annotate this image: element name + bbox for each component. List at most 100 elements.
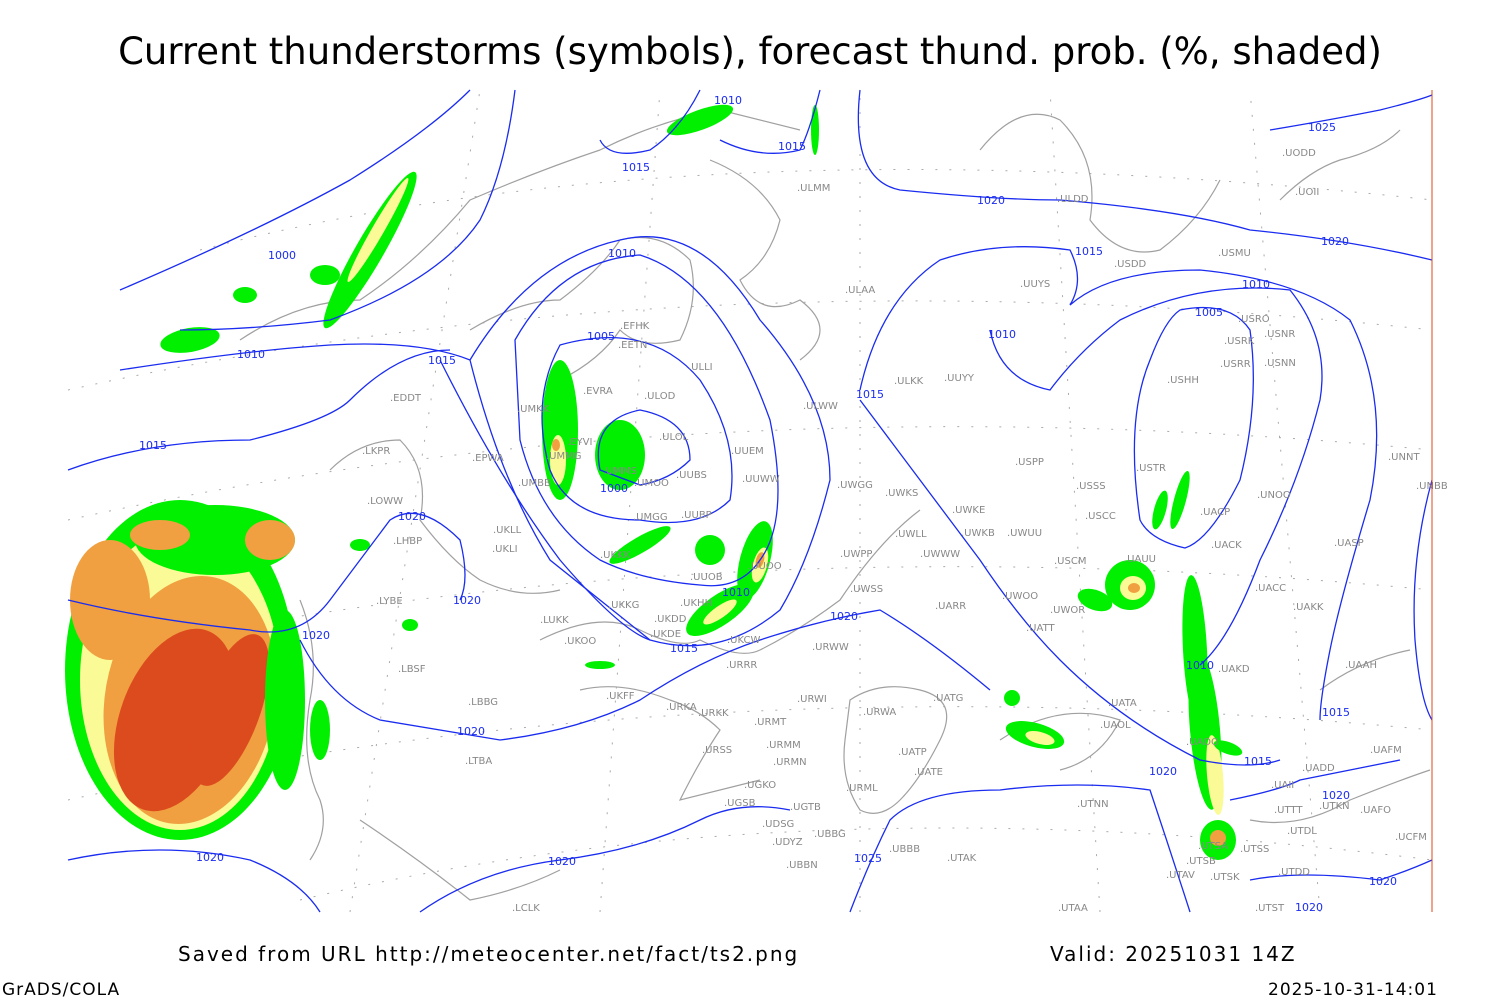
- station-label: .UTAK: [947, 853, 977, 864]
- station-label: .UUBP: [681, 510, 712, 521]
- station-label: .LBBG: [468, 697, 498, 708]
- probability-area: [703, 599, 737, 625]
- probability-area: [1004, 690, 1020, 706]
- station-label: .UGKO: [744, 780, 776, 791]
- station-label: .USRO: [1238, 314, 1270, 325]
- station-label: .UKFF: [606, 691, 635, 702]
- isobar-label: 1010: [608, 247, 636, 260]
- station-label: .UBBG: [814, 829, 846, 840]
- isobar-label: 1015: [1322, 706, 1350, 719]
- station-label: .EVRA: [583, 386, 613, 397]
- isobar-label: 1020: [977, 194, 1005, 207]
- station-label: .ULWW: [803, 401, 838, 412]
- station-label: .UKCW: [727, 635, 760, 646]
- station-label: .UKOO: [564, 636, 596, 647]
- isobar-label: 1005: [1195, 306, 1223, 319]
- station-label: .UTAA: [1058, 903, 1088, 914]
- isobar-label: 1015: [778, 140, 806, 153]
- isobar-label: 1015: [139, 439, 167, 452]
- station-label: .UBBN: [786, 860, 818, 871]
- probability-area: [585, 661, 615, 669]
- isobar-label: 1020: [398, 510, 426, 523]
- station-label: .USCC: [1085, 511, 1116, 522]
- station-label: .LTBA: [465, 756, 492, 767]
- isobar-label: 1020: [196, 851, 224, 864]
- station-label: .UWKS: [885, 488, 918, 499]
- isobar-label: 1015: [622, 161, 650, 174]
- station-label: .UCFM: [1395, 832, 1427, 843]
- station-label: .UUYY: [944, 373, 975, 384]
- station-label: .USHH: [1167, 375, 1199, 386]
- station-label: .UWKB: [961, 528, 995, 539]
- station-label: .URWA: [863, 707, 896, 718]
- station-label: .EYVI: [567, 437, 592, 448]
- station-label: .ULDD: [1057, 194, 1089, 205]
- station-label: .UWWW: [920, 549, 960, 560]
- station-label: .UTSA: [1198, 841, 1228, 852]
- station-label: .UMBB: [518, 478, 551, 489]
- station-label: .ULKK: [894, 376, 924, 387]
- valid-time-text: Valid: 20251031 14Z: [1050, 942, 1297, 966]
- isobar-label: 1010: [722, 586, 750, 599]
- station-label: .URWI: [797, 694, 827, 705]
- station-label: .UKHH: [680, 598, 712, 609]
- isobar-label: 1005: [587, 330, 615, 343]
- station-labels: .EDDT .EPWA .LKPR .LOWW .LHBP .LYBE .LBSF .LBBG…: [362, 148, 1448, 914]
- station-label: .UKLL: [493, 525, 522, 536]
- isobar-labels: 1010 1015 1015 1000 1010 1015 1015 1010 1005 1000…: [139, 94, 1397, 914]
- station-label: .USNR: [1264, 329, 1295, 340]
- probability-area: [130, 520, 190, 550]
- station-label: .LKPR: [362, 446, 390, 457]
- station-label: .UWUU: [1007, 528, 1042, 539]
- station-label: .USNN: [1264, 358, 1296, 369]
- station-label: .LHBP: [393, 536, 422, 547]
- station-label: .UNNT: [1388, 452, 1420, 463]
- isobar-label: 1010: [1186, 659, 1214, 672]
- station-label: .ULMM: [797, 183, 830, 194]
- probability-area: [233, 287, 257, 303]
- probability-area: [811, 105, 819, 155]
- isobar-label: 1015: [1075, 245, 1103, 258]
- station-label: .UBBB: [889, 844, 920, 855]
- station-label: .LYBE: [376, 596, 403, 607]
- station-label: .EETN: [618, 340, 647, 351]
- station-label: .URMM: [766, 740, 801, 751]
- station-label: .URSS: [702, 745, 732, 756]
- station-label: .USRK: [1224, 336, 1255, 347]
- station-label: .UATE: [914, 767, 943, 778]
- station-label: .UACP: [1200, 507, 1230, 518]
- probability-area: [310, 265, 340, 285]
- station-label: .EDDT: [390, 393, 422, 404]
- station-label: .UTNN: [1077, 799, 1109, 810]
- station-label: .UTAV: [1166, 870, 1195, 881]
- probability-area: [1210, 830, 1226, 846]
- station-label: .UACK: [1211, 540, 1242, 551]
- station-label: .UODD: [1282, 148, 1316, 159]
- probability-area: [310, 700, 330, 760]
- station-label: .LOWW: [367, 496, 403, 507]
- station-label: .UUOO: [748, 561, 782, 572]
- station-label: .USDD: [1114, 259, 1147, 270]
- station-label: .UAFO: [1360, 805, 1391, 816]
- station-label: .USPP: [1015, 457, 1044, 468]
- station-label: .URRR: [726, 660, 757, 671]
- station-label: .ULOD: [644, 391, 676, 402]
- station-label: .URMN: [773, 757, 807, 768]
- isobar-label: 1010: [237, 348, 265, 361]
- station-label: .UATT: [1026, 623, 1055, 634]
- station-label: .URMT: [754, 717, 787, 728]
- isobar-label: 1010: [714, 94, 742, 107]
- station-label: .UMGG: [633, 512, 668, 523]
- probability-area: [1152, 490, 1168, 530]
- isobar-label: 1015: [856, 388, 884, 401]
- software-credit: GrADS/COLA: [2, 980, 121, 1000]
- station-label: .UAOL: [1100, 720, 1131, 731]
- probability-area: [1170, 470, 1190, 530]
- probability-area: [552, 439, 560, 451]
- probability-area: [347, 177, 409, 283]
- isobar-label: 1000: [268, 249, 296, 262]
- station-label: .UDSG: [762, 819, 794, 830]
- station-label: .UDYZ: [772, 837, 803, 848]
- station-label: .UAAH: [1345, 660, 1377, 671]
- isobar-label: 1020: [1149, 765, 1177, 778]
